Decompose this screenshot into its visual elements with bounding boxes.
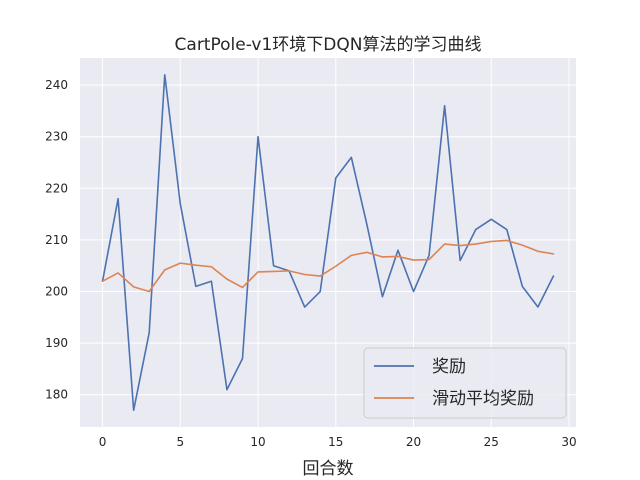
y-tick-label: 200 [45,285,68,299]
chart-title: CartPole-v1环境下DQN算法的学习曲线 [175,35,482,55]
x-tick-label: 25 [484,435,499,449]
series-line-reward [101,73,555,412]
x-axis-label: 回合数 [303,459,354,479]
series-layer [101,73,555,412]
legend-label-moving-average: 滑动平均奖励 [432,389,534,409]
y-tick-label: 240 [45,78,68,92]
y-tick-label: 230 [45,130,68,144]
legend: 奖励 滑动平均奖励 [363,347,567,419]
legend-box [363,347,567,419]
x-tick-label: 0 [99,435,107,449]
y-tick-label: 210 [45,233,68,247]
y-tick-label: 190 [45,336,68,350]
x-tick-label: 15 [328,435,343,449]
y-tick-label: 180 [45,388,68,402]
x-tick-label: 30 [561,435,576,449]
x-axis-ticks: 0 5 10 15 20 25 30 [99,435,577,449]
x-tick-label: 10 [250,435,265,449]
x-tick-label: 20 [406,435,421,449]
x-tick-label: 5 [176,435,184,449]
y-tick-label: 220 [45,181,68,195]
series-line-moving-average [101,239,555,293]
legend-label-reward: 奖励 [432,357,466,377]
y-axis-ticks: 180 190 200 210 220 230 240 [45,78,68,402]
